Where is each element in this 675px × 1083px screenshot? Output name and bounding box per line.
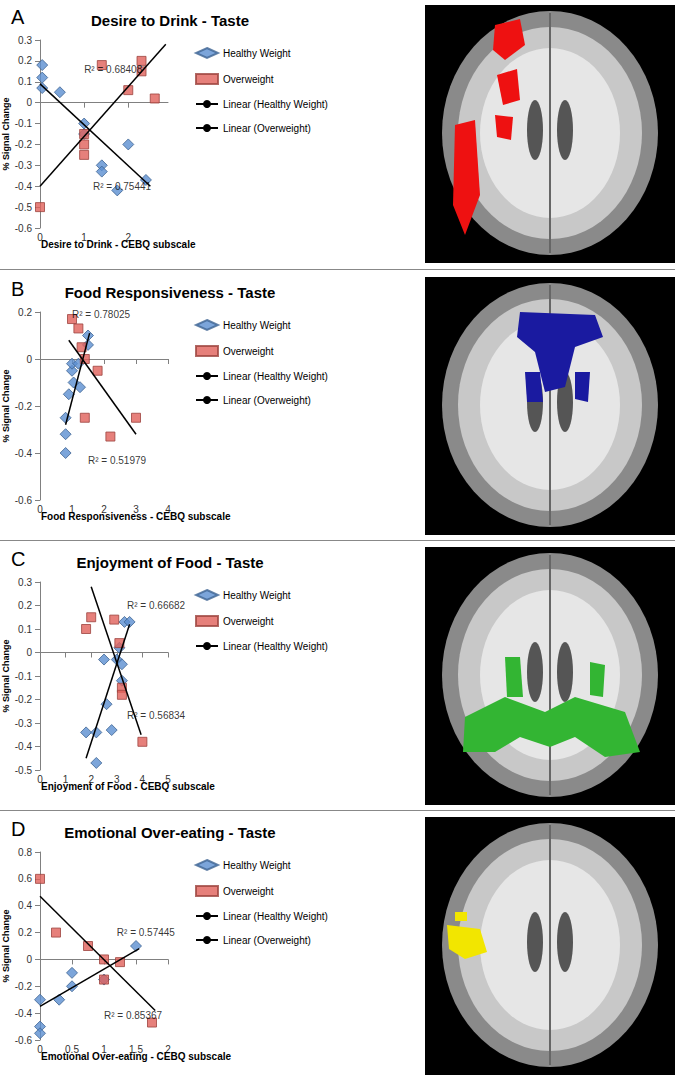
- svg-text:Linear (Healthy Weight): Linear (Healthy Weight): [223, 911, 328, 922]
- svg-text:0: 0: [37, 503, 43, 515]
- svg-text:R² = 0.75441: R² = 0.75441: [93, 181, 152, 192]
- svg-text:-0.5: -0.5: [15, 202, 33, 213]
- svg-text:1.5: 1.5: [129, 1043, 143, 1055]
- svg-text:0: 0: [26, 97, 32, 108]
- svg-text:2: 2: [165, 1043, 171, 1055]
- svg-text:R² = 0.85367: R² = 0.85367: [104, 1010, 163, 1021]
- svg-text:0: 0: [26, 354, 32, 365]
- svg-text:0.4: 0.4: [18, 900, 32, 911]
- svg-text:Healthy Weight: Healthy Weight: [223, 860, 291, 871]
- svg-text:0.1: 0.1: [18, 624, 32, 635]
- svg-text:3: 3: [114, 773, 120, 785]
- svg-text:Linear (Overweight): Linear (Overweight): [223, 123, 311, 134]
- svg-text:Desire to Drink - Taste: Desire to Drink - Taste: [91, 12, 249, 29]
- svg-text:-0.2: -0.2: [15, 981, 33, 992]
- svg-text:4: 4: [139, 773, 146, 785]
- svg-text:1: 1: [81, 231, 87, 243]
- svg-text:0.2: 0.2: [18, 55, 32, 66]
- svg-text:Overweight: Overweight: [223, 346, 274, 357]
- svg-text:0.8: 0.8: [18, 847, 32, 858]
- svg-text:A: A: [11, 6, 25, 28]
- svg-text:-0.2: -0.2: [15, 694, 33, 705]
- svg-text:% Signal Change: % Signal Change: [1, 639, 11, 712]
- svg-text:R² = 0.57445: R² = 0.57445: [117, 927, 176, 938]
- svg-text:Healthy Weight: Healthy Weight: [223, 320, 291, 331]
- svg-text:Healthy Weight: Healthy Weight: [223, 48, 291, 59]
- svg-text:1: 1: [101, 1043, 107, 1055]
- svg-text:2: 2: [101, 503, 107, 515]
- svg-text:3: 3: [133, 503, 139, 515]
- svg-text:-0.2: -0.2: [15, 401, 33, 412]
- svg-text:0.1: 0.1: [18, 76, 32, 87]
- svg-text:0.2: 0.2: [18, 600, 32, 611]
- svg-text:0.2: 0.2: [18, 927, 32, 938]
- svg-text:Food Responsiveness - CEBQ sub: Food Responsiveness - CEBQ subscale: [41, 511, 231, 522]
- svg-text:% Signal Change: % Signal Change: [1, 97, 11, 170]
- svg-text:4: 4: [165, 503, 171, 515]
- svg-text:-0.4: -0.4: [15, 181, 33, 192]
- svg-text:% Signal Change: % Signal Change: [1, 369, 11, 442]
- svg-text:Overweight: Overweight: [223, 74, 274, 85]
- svg-text:0.3: 0.3: [18, 35, 32, 46]
- svg-text:-0.4: -0.4: [15, 741, 33, 752]
- svg-text:Desire to Drink - CEBQ subscal: Desire to Drink - CEBQ subscale: [41, 239, 196, 250]
- svg-text:Emotional Over-eating - Taste: Emotional Over-eating - Taste: [64, 824, 275, 841]
- svg-text:D: D: [11, 818, 25, 840]
- svg-text:Linear (Overweight): Linear (Overweight): [223, 395, 311, 406]
- svg-text:Enjoyment of Food - Taste: Enjoyment of Food - Taste: [76, 554, 263, 571]
- svg-text:-0.2: -0.2: [15, 139, 33, 150]
- svg-text:Healthy Weight: Healthy Weight: [223, 590, 291, 601]
- svg-text:R² = 0.68408: R² = 0.68408: [84, 64, 143, 75]
- svg-text:-0.4: -0.4: [15, 448, 33, 459]
- svg-text:0: 0: [37, 1043, 43, 1055]
- svg-text:1: 1: [69, 503, 75, 515]
- svg-text:-0.1: -0.1: [15, 671, 33, 682]
- svg-text:Food Responsiveness - Taste: Food Responsiveness - Taste: [65, 284, 276, 301]
- svg-text:R² = 0.78025: R² = 0.78025: [72, 309, 131, 320]
- svg-text:Enjoyment of Food - CEBQ subsc: Enjoyment of Food - CEBQ subscale: [41, 781, 215, 792]
- svg-text:-0.3: -0.3: [15, 160, 33, 171]
- svg-text:B: B: [11, 278, 24, 300]
- svg-text:2: 2: [88, 773, 94, 785]
- svg-text:% Signal Change: % Signal Change: [1, 909, 11, 982]
- svg-text:Overweight: Overweight: [223, 616, 274, 627]
- svg-text:-0.1: -0.1: [15, 118, 33, 129]
- svg-text:C: C: [11, 548, 25, 570]
- svg-text:-0.6: -0.6: [15, 1035, 33, 1046]
- svg-text:2: 2: [125, 231, 132, 243]
- svg-text:R² = 0.51979: R² = 0.51979: [88, 455, 147, 466]
- svg-text:0: 0: [26, 647, 32, 658]
- svg-text:0: 0: [26, 954, 32, 965]
- svg-text:0.6: 0.6: [18, 873, 32, 884]
- svg-text:0.5: 0.5: [65, 1043, 79, 1055]
- svg-text:Overweight: Overweight: [223, 886, 274, 897]
- svg-text:5: 5: [165, 773, 171, 785]
- svg-text:-0.6: -0.6: [15, 495, 33, 506]
- svg-text:Linear (Overweight): Linear (Overweight): [223, 935, 311, 946]
- svg-text:Emotional Over-eating - CEBQ s: Emotional Over-eating - CEBQ subscale: [41, 1051, 231, 1062]
- svg-text:-0.5: -0.5: [15, 765, 33, 776]
- svg-text:-0.3: -0.3: [15, 718, 33, 729]
- svg-text:0: 0: [37, 231, 43, 243]
- svg-text:0.3: 0.3: [18, 577, 32, 588]
- svg-text:R² = 0.56834: R² = 0.56834: [127, 710, 186, 721]
- svg-text:R² = 0.66682: R² = 0.66682: [127, 600, 186, 611]
- svg-text:-0.4: -0.4: [15, 1008, 33, 1019]
- svg-text:Linear (Healthy Weight): Linear (Healthy Weight): [223, 99, 328, 110]
- svg-text:Linear (Healthy Weight): Linear (Healthy Weight): [223, 371, 328, 382]
- svg-text:1: 1: [62, 773, 69, 785]
- svg-text:0: 0: [37, 773, 43, 785]
- svg-text:-0.6: -0.6: [15, 223, 33, 234]
- svg-text:Linear (Healthy Weight): Linear (Healthy Weight): [223, 641, 328, 652]
- svg-text:0.2: 0.2: [18, 307, 32, 318]
